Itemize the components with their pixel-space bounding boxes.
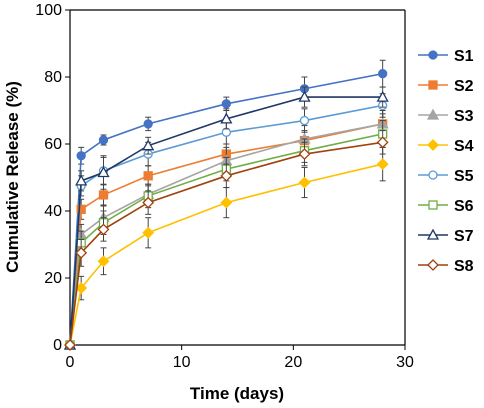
data-point: [97, 223, 110, 236]
x-tick-label: 10: [173, 354, 191, 371]
legend-label: S8: [454, 258, 474, 275]
data-point: [298, 148, 311, 160]
data-point: [221, 99, 231, 109]
data-point: [378, 69, 388, 79]
legend-marker: [426, 108, 440, 120]
legend-item-s4: S4: [418, 138, 474, 155]
data-point: [142, 196, 155, 209]
data-point: [76, 151, 86, 161]
data-point: [298, 176, 311, 189]
x-tick-label: 30: [396, 354, 414, 371]
legend-label: S2: [454, 78, 474, 95]
legend-marker: [426, 228, 440, 240]
legend-item-s8: S8: [418, 258, 474, 275]
data-point: [376, 90, 389, 102]
y-tick-label: 60: [44, 136, 62, 153]
data-point: [143, 171, 153, 181]
legend-marker: [428, 50, 438, 60]
data-point: [220, 112, 233, 124]
y-tick-label: 0: [53, 337, 62, 354]
legend-item-s6: S6: [418, 198, 474, 215]
legend-item-s7: S7: [418, 228, 474, 245]
legend-label: S5: [454, 168, 474, 185]
legend: S1 S2 S3 S4 S5 S6 S7 S8: [418, 48, 474, 275]
data-point: [75, 246, 88, 259]
data-point: [142, 139, 155, 151]
legend-label: S3: [454, 108, 474, 125]
legend-item-s5: S5: [418, 168, 474, 185]
x-ticks: 0 10 20 30: [66, 345, 414, 371]
data-point: [142, 226, 155, 239]
legend-label: S1: [454, 48, 474, 65]
plot-frame: [69, 9, 406, 346]
legend-item-s1: S1: [418, 48, 474, 65]
data-point: [376, 158, 389, 171]
series-s8: [64, 130, 389, 351]
data-point: [64, 339, 76, 351]
data-point: [97, 255, 110, 268]
data-point: [220, 169, 233, 182]
legend-item-s2: S2: [418, 78, 474, 95]
legend-label: S4: [454, 138, 474, 155]
data-point: [97, 166, 110, 178]
data-point: [221, 127, 231, 137]
legend-label: S6: [454, 198, 474, 215]
x-tick-label: 20: [284, 354, 302, 371]
data-point: [76, 204, 86, 214]
series-layer: [63, 59, 389, 351]
x-tick-label: 0: [66, 354, 75, 371]
data-point: [299, 115, 310, 126]
y-tick-label: 40: [44, 203, 62, 220]
data-point: [376, 136, 389, 149]
legend-marker: [428, 170, 438, 180]
legend-marker: [427, 259, 439, 271]
legend-marker: [428, 80, 438, 90]
y-ticks: 0 20 40 60 80 100: [35, 2, 70, 354]
y-axis-title: Cumulative Release (%): [3, 81, 22, 273]
legend-marker: [427, 139, 439, 151]
data-point: [75, 174, 88, 186]
y-tick-label: 20: [44, 270, 62, 287]
y-tick-label: 100: [35, 2, 62, 19]
data-point: [98, 135, 109, 145]
data-point: [220, 196, 233, 209]
legend-label: S7: [454, 228, 474, 245]
y-tick-label: 80: [44, 69, 62, 86]
data-point: [143, 119, 153, 129]
data-point: [98, 190, 109, 200]
data-point: [298, 90, 311, 102]
legend-marker: [428, 200, 438, 210]
x-axis-title: Time (days): [190, 384, 284, 403]
legend-item-s3: S3: [418, 108, 474, 125]
